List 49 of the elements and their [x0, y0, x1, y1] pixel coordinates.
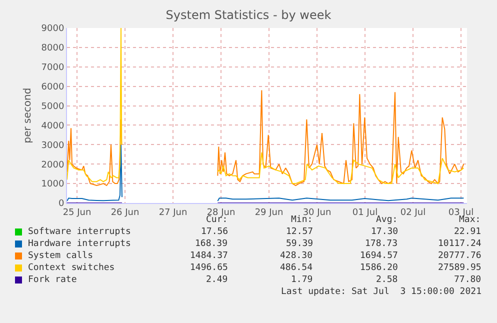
x-tick-label: 30 Jun	[302, 208, 332, 218]
y-tick-label: 3000	[41, 140, 64, 151]
text: Last update: Sat Jul 3 15:00:00 2021	[281, 287, 482, 297]
x-tick-label: 27 Jun	[158, 208, 188, 218]
legend-label: System calls	[28, 251, 94, 261]
text: 428.30	[280, 251, 313, 261]
x-tick-label: 02 Jul	[400, 208, 426, 218]
text: 1586.20	[360, 263, 398, 273]
text: 178.73	[365, 239, 398, 249]
x-tick-label: 26 Jun	[110, 208, 140, 218]
text: 2.49	[206, 275, 228, 285]
x-tick-label: 29 Jun	[254, 208, 284, 218]
y-tick-label: 0	[58, 199, 64, 210]
text: 486.54	[280, 263, 313, 273]
y-axis-title: per second	[22, 88, 34, 144]
text: 17.56	[201, 227, 228, 237]
text: 59.39	[286, 239, 314, 249]
text: 168.39	[195, 239, 228, 249]
y-tick-label: 7000	[41, 63, 64, 74]
legend-label: Software interrupts	[28, 227, 131, 237]
text: 17.30	[371, 227, 398, 237]
text: 12.57	[286, 227, 314, 237]
legend-label: Hardware interrupts	[28, 239, 131, 249]
text: Min:	[291, 215, 313, 225]
y-tick-label: 2000	[41, 160, 64, 170]
y-tick-label: 6000	[41, 82, 64, 92]
text: 77.80	[454, 275, 482, 285]
text: Cur:	[206, 215, 228, 225]
text: Max:	[459, 215, 481, 225]
x-tick-label: 25 Jun	[62, 208, 92, 218]
x-tick-label: 01 Jul	[352, 208, 378, 218]
legend-label: Fork rate	[28, 275, 77, 285]
y-tick-label: 8000	[41, 44, 64, 54]
text: 1496.65	[190, 263, 228, 273]
text: 1694.57	[360, 251, 398, 261]
text: 27589.95	[438, 263, 482, 273]
y-tick-label: 9000	[41, 24, 64, 34]
text: 10117.24	[438, 239, 482, 249]
y-tick-label: 5000	[41, 102, 64, 112]
text: Avg:	[376, 215, 398, 225]
y-tick-label: 4000	[41, 121, 64, 132]
text: 2.58	[376, 275, 398, 285]
text: 1.79	[291, 275, 313, 285]
text: 20777.76	[438, 251, 482, 261]
y-tick-label: 1000	[41, 180, 64, 190]
text: 22.91	[454, 227, 482, 237]
text: 1484.37	[190, 251, 228, 261]
chart-title: System Statistics - by week	[166, 8, 332, 22]
legend-label: Context switches	[28, 263, 115, 273]
